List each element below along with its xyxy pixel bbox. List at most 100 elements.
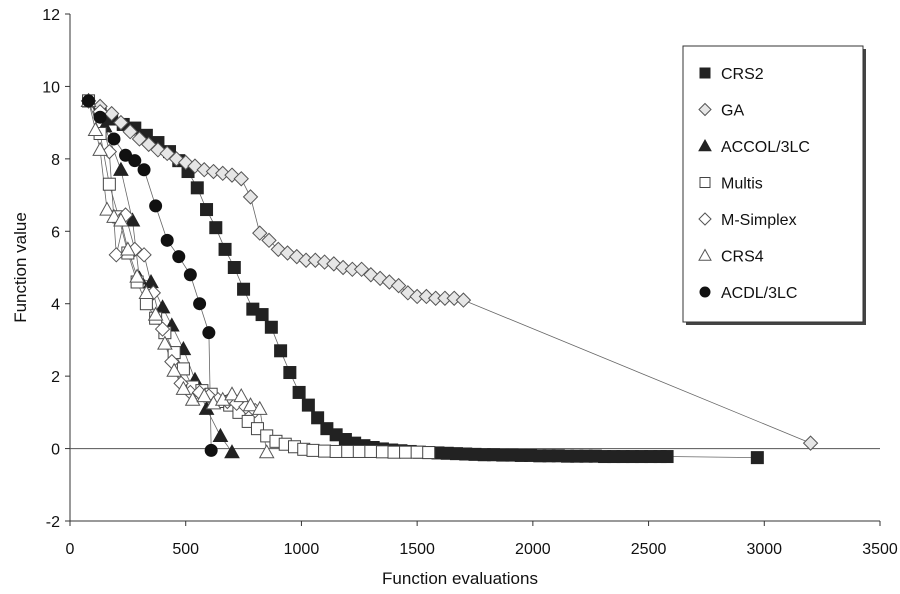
data-point-crs4 <box>157 335 173 350</box>
legend-marker <box>699 67 711 79</box>
y-axis-title: Function value <box>11 212 30 323</box>
y-tick-label: 2 <box>51 369 60 386</box>
data-point-crs4 <box>196 388 213 403</box>
x-tick-label: 2500 <box>631 541 667 558</box>
data-point-crs2 <box>227 261 241 274</box>
data-point-crs2 <box>255 308 269 322</box>
data-point-acdl-3lc <box>204 443 218 457</box>
data-point-m-simplex <box>108 247 124 263</box>
data-point-crs2 <box>237 282 251 296</box>
data-point-accol-3lc <box>124 212 141 227</box>
legend-label: M-Simplex <box>721 212 797 229</box>
data-point-crs2 <box>660 450 674 464</box>
legend-marker <box>699 286 711 298</box>
legend-box <box>682 45 864 323</box>
data-point-crs2 <box>274 344 288 358</box>
data-point-accol-3lc <box>154 299 171 314</box>
legend-marker <box>698 138 712 152</box>
data-point-m-simplex <box>136 247 152 263</box>
series-ga <box>80 93 819 451</box>
data-point-accol-3lc <box>113 161 129 176</box>
y-tick-label: 10 <box>42 79 60 96</box>
x-tick-label: 1000 <box>284 541 320 558</box>
legend: CRS2 GA ACCOL/3LC Multis M-Simplex CRS4 ACDL/3… <box>682 45 866 325</box>
x-tick-label: 3500 <box>862 541 898 558</box>
data-point-crs2 <box>264 320 278 334</box>
data-point-acdl-3lc <box>202 326 216 340</box>
series-points <box>80 92 819 465</box>
x-tick-label: 1500 <box>399 541 435 558</box>
data-point-multis <box>352 444 366 458</box>
x-tick-label: 500 <box>172 541 199 558</box>
y-tick-label: 0 <box>51 442 60 459</box>
data-point-crs4 <box>233 388 250 403</box>
data-point-crs2 <box>750 451 764 465</box>
x-tick-label: 3000 <box>746 541 782 558</box>
legend-marker <box>698 102 712 117</box>
data-point-acdl-3lc <box>107 132 121 146</box>
data-point-multis <box>387 445 401 459</box>
data-point-crs4 <box>92 141 108 156</box>
data-point-crs2 <box>292 385 306 399</box>
data-point-multis <box>422 446 436 460</box>
data-point-ga <box>122 123 138 140</box>
data-point-accol-3lc <box>224 444 240 459</box>
legend-label: GA <box>721 103 744 120</box>
data-point-crs4 <box>87 121 104 136</box>
data-point-crs2 <box>218 242 232 256</box>
data-point-acdl-3lc <box>137 163 151 177</box>
data-point-multis <box>399 445 413 459</box>
y-tick-label: -2 <box>46 514 60 531</box>
x-tick-label: 2000 <box>515 541 551 558</box>
data-point-acdl-3lc <box>193 297 207 311</box>
data-point-acdl-3lc <box>149 199 163 213</box>
legend-label: Multis <box>721 176 763 193</box>
legend-label: ACCOL/3LC <box>721 139 810 156</box>
data-point-crs4 <box>242 397 259 412</box>
x-tick-label: 0 <box>66 541 75 558</box>
data-point-ga <box>113 114 129 131</box>
data-point-crs4 <box>184 391 201 406</box>
data-point-acdl-3lc <box>172 250 186 264</box>
y-tick-label: 6 <box>51 224 60 241</box>
data-point-acdl-3lc <box>160 233 174 247</box>
legend-label: CRS4 <box>721 249 764 266</box>
data-point-crs2 <box>200 203 214 217</box>
data-point-crs2 <box>301 398 315 412</box>
data-point-acdl-3lc <box>82 94 96 108</box>
data-point-ga <box>390 277 407 294</box>
data-point-ga <box>455 292 472 308</box>
x-axis-title: Function evaluations <box>382 569 538 588</box>
legend-marker <box>698 212 712 226</box>
data-point-crs4 <box>166 362 182 377</box>
data-point-ga <box>233 171 249 187</box>
data-point-crs4 <box>120 241 136 256</box>
series-crs4 <box>80 92 275 459</box>
legend-label: CRS2 <box>721 66 764 83</box>
y-tick-label: 12 <box>42 7 60 24</box>
data-point-crs4 <box>258 444 275 459</box>
data-point-crs2 <box>311 411 325 425</box>
legend-label: ACDL/3LC <box>721 285 797 302</box>
data-point-multis <box>329 444 343 458</box>
data-point-crs2 <box>283 366 297 380</box>
legend-marker <box>699 177 711 188</box>
data-point-ga <box>261 232 277 249</box>
data-point-crs4 <box>113 212 129 227</box>
y-tick-label: 8 <box>51 152 60 169</box>
data-point-crs4 <box>251 400 268 415</box>
data-point-multis <box>364 444 378 458</box>
data-point-ga <box>252 225 268 241</box>
data-point-accol-3lc <box>212 427 229 442</box>
legend-marker <box>698 248 712 261</box>
data-point-multis <box>306 443 320 457</box>
data-point-m-simplex <box>154 321 171 337</box>
series-acdl-3lc <box>82 94 218 457</box>
data-point-ga <box>802 435 819 451</box>
y-tick-label: 4 <box>51 297 60 314</box>
data-point-multis <box>341 444 355 458</box>
data-point-crs2 <box>190 181 204 195</box>
data-point-crs4 <box>175 380 192 395</box>
data-point-crs2 <box>209 221 223 235</box>
data-point-acdl-3lc <box>128 154 142 168</box>
